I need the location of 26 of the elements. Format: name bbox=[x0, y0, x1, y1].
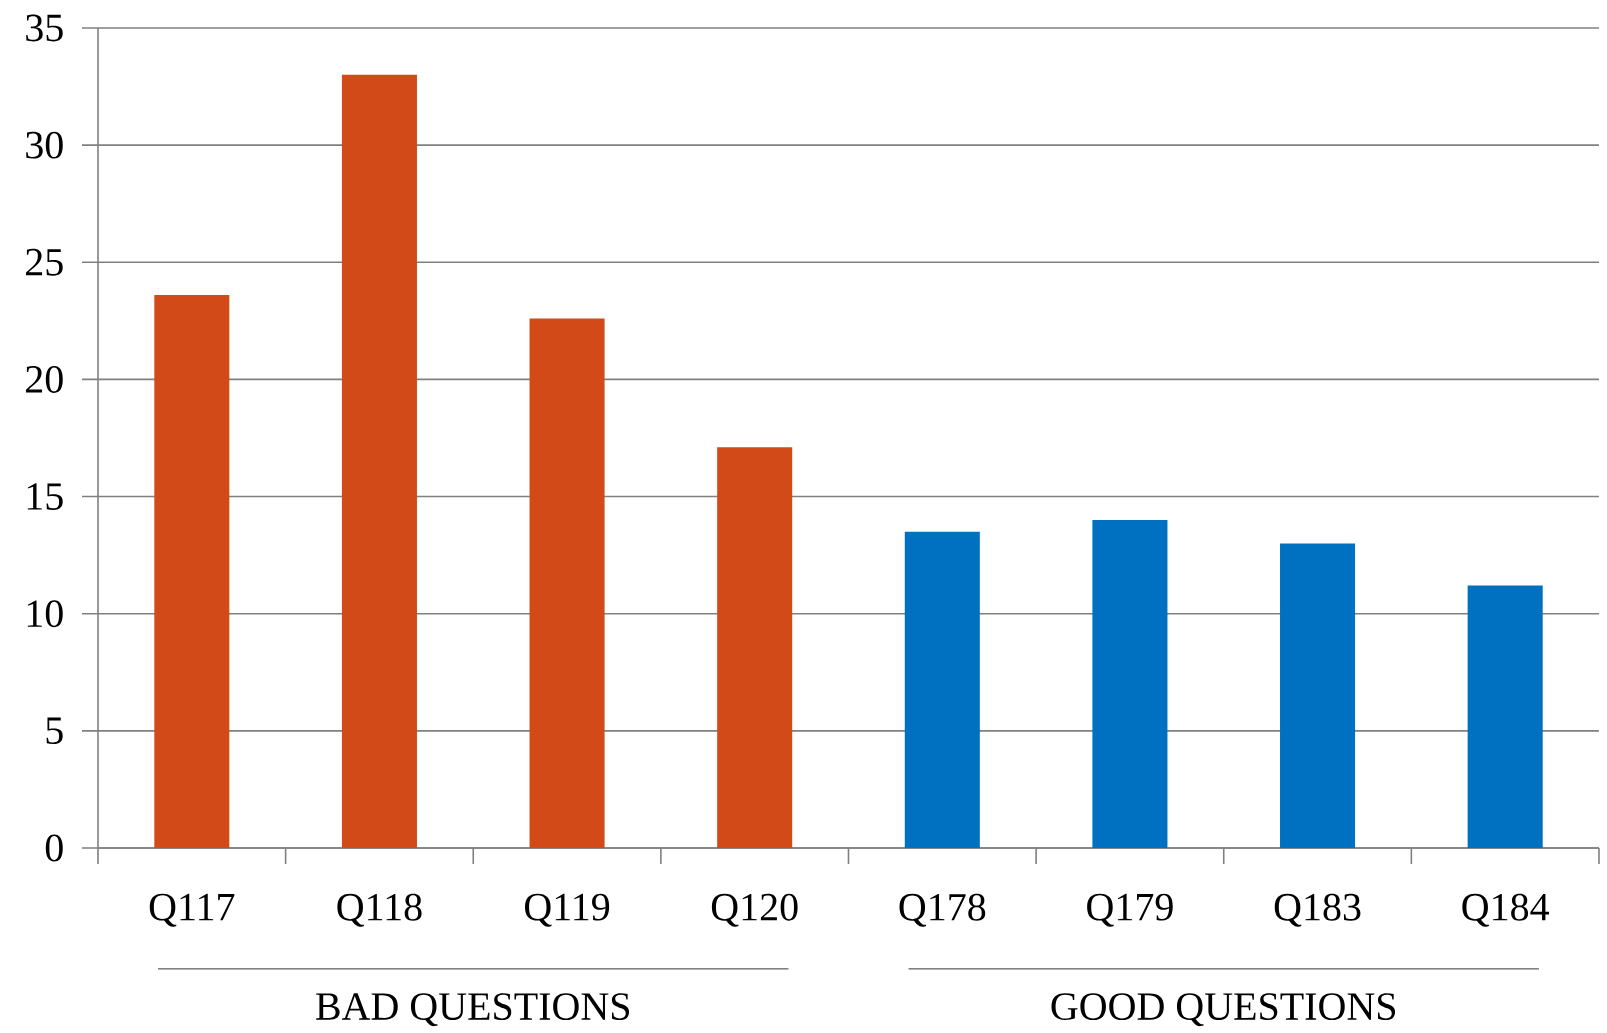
x-tick-label: Q117 bbox=[149, 893, 235, 927]
bar bbox=[1467, 585, 1543, 848]
x-tick-label: Q118 bbox=[337, 893, 422, 927]
bar bbox=[904, 531, 980, 848]
x-tick-label: Q184 bbox=[1462, 893, 1549, 927]
y-tick-label: 5 bbox=[46, 717, 63, 745]
x-tick-label: Q120 bbox=[711, 893, 798, 927]
bar bbox=[154, 295, 230, 848]
bar bbox=[341, 74, 417, 848]
bar bbox=[1280, 543, 1356, 848]
bar bbox=[529, 318, 605, 848]
y-tick-label: 0 bbox=[45, 834, 63, 862]
y-tick-label: 10 bbox=[27, 600, 63, 628]
y-tick-label: 15 bbox=[27, 483, 63, 510]
y-tick-label: 35 bbox=[26, 14, 63, 42]
text: GOOD QUESTIONS bbox=[1051, 993, 1396, 1027]
y-tick-label: 25 bbox=[26, 248, 63, 276]
x-tick-label: Q178 bbox=[899, 893, 986, 927]
bar bbox=[717, 447, 793, 848]
x-tick-label: Q179 bbox=[1087, 893, 1173, 927]
text: BAD QUESTIONS bbox=[316, 993, 630, 1027]
y-tick-label: 30 bbox=[26, 131, 63, 159]
x-tick-label: Q183 bbox=[1274, 893, 1361, 927]
x-tick-label: Q119 bbox=[524, 893, 610, 927]
y-tick-label: 20 bbox=[26, 365, 63, 393]
bar bbox=[1092, 519, 1168, 848]
